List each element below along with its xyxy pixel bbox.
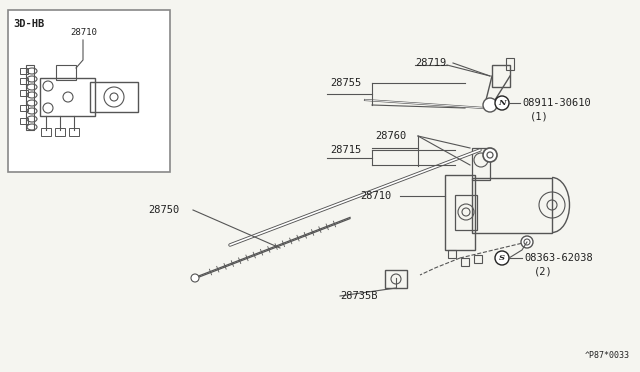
Text: 28715: 28715 xyxy=(330,145,361,155)
Text: (1): (1) xyxy=(530,111,548,121)
Bar xyxy=(385,270,407,288)
Circle shape xyxy=(521,236,533,248)
Circle shape xyxy=(483,98,497,112)
Text: 08363-62038: 08363-62038 xyxy=(524,253,593,263)
Bar xyxy=(506,58,514,70)
Text: 28735B: 28735B xyxy=(340,291,378,301)
Text: 28760: 28760 xyxy=(375,131,406,141)
Bar xyxy=(26,65,34,130)
Bar xyxy=(69,128,79,136)
Bar xyxy=(20,78,28,84)
Text: ^P87*0033: ^P87*0033 xyxy=(585,351,630,360)
Bar xyxy=(445,175,475,250)
Text: 08911-30610: 08911-30610 xyxy=(522,98,591,108)
Text: S: S xyxy=(499,254,505,262)
Bar xyxy=(472,148,490,180)
Text: (2): (2) xyxy=(534,266,553,276)
Bar xyxy=(41,128,51,136)
Circle shape xyxy=(191,274,199,282)
Bar xyxy=(40,78,95,116)
Bar xyxy=(20,68,28,74)
Circle shape xyxy=(483,148,497,162)
Bar xyxy=(20,118,28,124)
Text: 28710: 28710 xyxy=(360,191,391,201)
Bar xyxy=(20,105,28,111)
Circle shape xyxy=(495,96,509,110)
Bar xyxy=(20,90,28,96)
Text: 3D-HB: 3D-HB xyxy=(13,19,44,29)
Bar xyxy=(461,258,469,266)
Text: 28719: 28719 xyxy=(415,58,446,68)
Bar xyxy=(492,65,510,87)
Bar xyxy=(8,10,170,172)
Bar xyxy=(56,65,76,80)
Bar xyxy=(472,178,552,233)
Bar xyxy=(455,195,477,230)
Text: 28755: 28755 xyxy=(330,78,361,88)
Bar xyxy=(474,255,482,263)
Text: 28710: 28710 xyxy=(70,28,97,36)
Circle shape xyxy=(495,251,509,265)
Bar xyxy=(448,250,456,258)
Bar xyxy=(90,82,138,112)
Text: N: N xyxy=(498,99,506,107)
Text: 28750: 28750 xyxy=(148,205,179,215)
Bar xyxy=(55,128,65,136)
